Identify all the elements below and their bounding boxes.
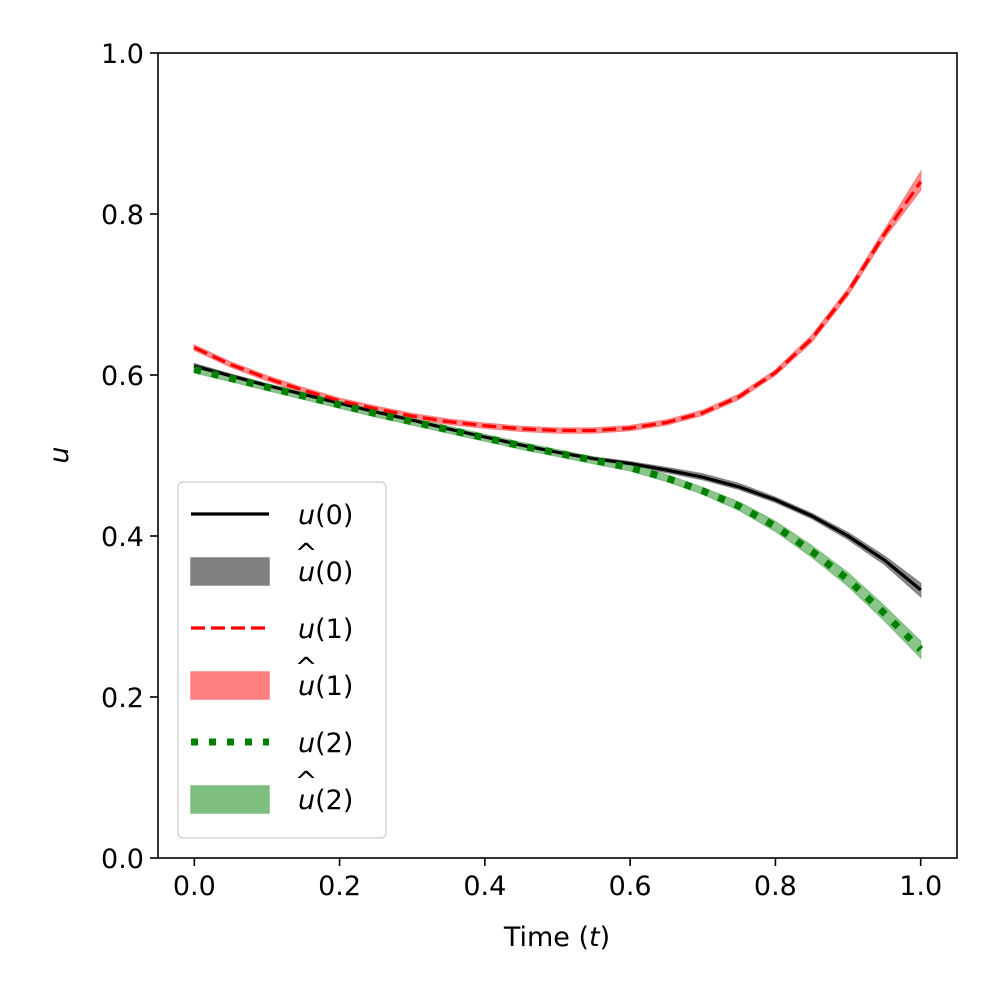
legend-label-variable: u: [298, 557, 315, 588]
x-tick-label: 1.0: [899, 871, 942, 902]
legend-handle-band: [190, 671, 270, 700]
legend-label-index: (0): [315, 500, 353, 531]
legend-label: u(1): [298, 614, 353, 645]
x-tick-label: 0.6: [609, 871, 652, 902]
legend-label-variable: u: [298, 614, 315, 645]
legend-label-variable: u: [298, 671, 315, 702]
legend-label: u(2): [298, 728, 353, 759]
x-axis: 0.0 0.2 0.4 0.6 0.8 1.0: [173, 858, 942, 902]
legend-handle-band: [190, 557, 270, 586]
x-axis-label-text: Time (: [503, 922, 589, 953]
y-tick-label: 0.6: [101, 361, 144, 392]
legend-box: [177, 481, 387, 839]
x-tick-label: 0.8: [754, 871, 797, 902]
x-tick-label: 0.4: [463, 871, 506, 902]
x-axis-label-close: ): [600, 922, 611, 953]
y-axis: 0.0 0.2 0.4 0.6 0.8 1.0: [101, 39, 158, 875]
series-lines: [193, 180, 924, 652]
legend-label-variable: u: [298, 500, 315, 531]
line-series-2: [193, 180, 923, 433]
hat-accent: ^: [295, 652, 318, 683]
legend-label-index: (0): [315, 557, 353, 588]
x-axis-label: Time (t): [503, 922, 610, 953]
legend-handle-band: [190, 785, 270, 814]
x-axis-label-variable: t: [589, 922, 601, 953]
y-tick-label: 0.8: [101, 200, 144, 231]
y-axis-label: u: [44, 446, 75, 463]
legend-label-index: (2): [315, 785, 353, 816]
legend-label: u(1): [298, 671, 353, 702]
legend-label-variable: u: [298, 785, 315, 816]
plot-frame: [157, 52, 958, 859]
hat-accent: ^: [295, 766, 318, 797]
legend-label: u(0): [298, 557, 353, 588]
band-series-5: [193, 365, 922, 660]
legend: u(0)u(0)^u(1)u(1)^u(2)u(2)^: [177, 481, 387, 839]
line-series-0: [193, 364, 922, 592]
y-tick-label: 0.2: [101, 683, 144, 714]
x-tick-label: 0.0: [173, 871, 216, 902]
x-tick-label: 0.2: [318, 871, 361, 902]
legend-label: u(0): [298, 500, 353, 531]
y-tick-label: 0.0: [101, 844, 144, 875]
legend-label-index: (2): [315, 728, 353, 759]
legend-label: u(2): [298, 785, 353, 816]
legend-label-variable: u: [298, 728, 315, 759]
legend-label-index: (1): [315, 614, 353, 645]
y-tick-label: 1.0: [101, 39, 144, 70]
line-series-4: [193, 365, 924, 652]
hat-accent: ^: [295, 538, 318, 569]
legend-label-index: (1): [315, 671, 353, 702]
y-tick-label: 0.4: [101, 522, 144, 553]
